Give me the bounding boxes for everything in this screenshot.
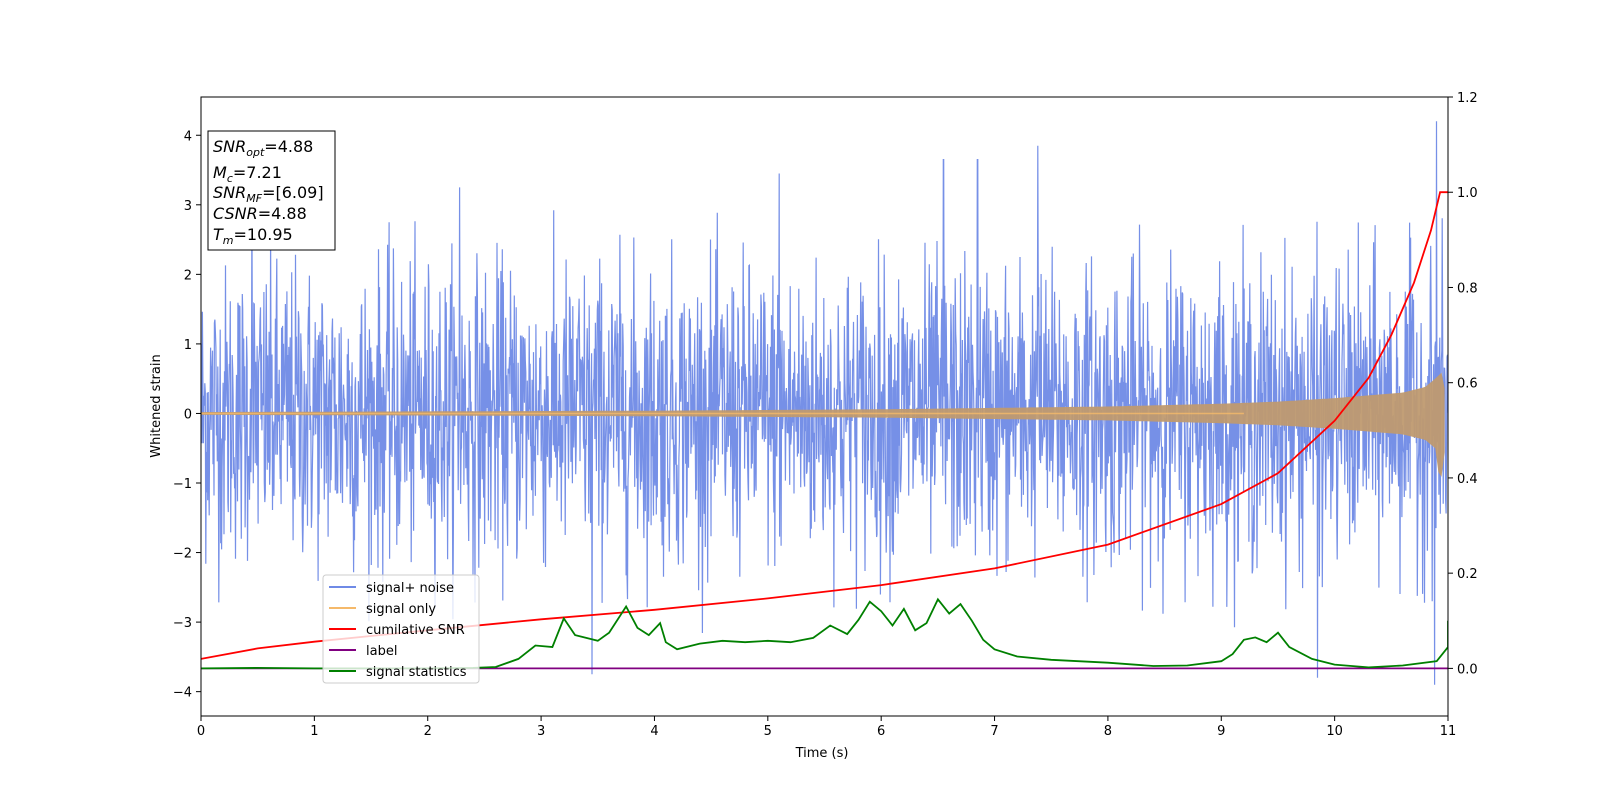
y2-tick-label: 1.2	[1457, 91, 1478, 106]
annotation-line: CSNR=4.88	[213, 204, 307, 223]
y-tick-label: −4	[173, 686, 192, 701]
y-tick-label: −1	[173, 477, 192, 492]
y-tick-label: 0	[184, 407, 192, 422]
y2-tick-label: 0.0	[1457, 662, 1478, 677]
signal-only-series	[201, 372, 1445, 477]
x-tick-label: 6	[877, 724, 885, 739]
x-tick-label: 9	[1217, 724, 1225, 739]
annotation-value: =4.88	[258, 204, 307, 223]
x-tick-label: 5	[764, 724, 772, 739]
legend-label: signal only	[366, 602, 436, 617]
signal-noise-series	[201, 121, 1448, 685]
signal-noise-line	[201, 121, 1448, 685]
y-axis-left: −4 −3 −2 −1 0 1 2 3 4	[173, 129, 201, 701]
y-axis-label: Whitened strain	[149, 354, 164, 457]
y-tick-label: 2	[184, 268, 192, 283]
x-tick-label: 1	[310, 724, 318, 739]
annotation-name: T	[213, 225, 224, 244]
annotation-line: SNRopt=4.88	[213, 137, 313, 159]
annotation-value: =[6.09]	[262, 183, 324, 202]
annotation-name: SNR	[213, 137, 246, 156]
x-tick-label: 2	[424, 724, 432, 739]
annotation-value: =4.88	[264, 137, 313, 156]
annotation-subscript: m	[223, 234, 234, 247]
y2-tick-label: 0.8	[1457, 281, 1478, 296]
annotation-value: =7.21	[233, 163, 282, 182]
y-axis-right: 0.0 0.2 0.4 0.6 0.8 1.0 1.2	[1448, 91, 1478, 677]
annotation-value: =10.95	[234, 225, 293, 244]
plot-area-frame	[200, 96, 1449, 717]
y-tick-label: 1	[184, 338, 192, 353]
annotation-subscript: opt	[246, 146, 265, 159]
y2-tick-label: 0.4	[1457, 472, 1478, 487]
annotation-line: Tm=10.95	[213, 225, 293, 247]
legend: signal+ noise signal only cumilative SNR la…	[322, 574, 480, 684]
legend-label: label	[366, 644, 397, 659]
annotation-line: Mc=7.21	[213, 163, 282, 185]
x-tick-label: 0	[197, 724, 205, 739]
series-line-signal-statistics	[201, 597, 1448, 670]
annotation-name: SNR	[213, 183, 246, 202]
annotation-name: M	[213, 163, 227, 182]
y2-tick-label: 0.2	[1457, 567, 1478, 582]
y2-tick-label: 0.6	[1457, 377, 1478, 392]
legend-label: signal+ noise	[366, 581, 454, 596]
x-axis-label: Time (s)	[795, 746, 849, 761]
legend-label: signal statistics	[366, 665, 467, 680]
legend-label: cumilative SNR	[366, 623, 465, 638]
annotation-name: CSNR	[213, 204, 258, 223]
annotation-subscript: MF	[246, 192, 262, 205]
x-tick-label: 8	[1104, 724, 1112, 739]
y-tick-label: 3	[184, 199, 192, 214]
y-tick-label: −3	[173, 616, 192, 631]
x-tick-label: 11	[1440, 724, 1457, 739]
x-tick-label: 4	[650, 724, 658, 739]
annotation-frame	[207, 130, 336, 251]
annotation-line: SNRMF=[6.09]	[213, 183, 324, 205]
legend-frame	[322, 574, 480, 684]
x-axis: 0 1 2 3 4 5 6 7 8 9 10 11	[197, 716, 1456, 739]
annotation-box: SNRopt=4.88Mc=7.21SNRMF=[6.09]CSNR=4.88T…	[207, 130, 336, 251]
annotation-subscript: c	[227, 172, 233, 185]
y2-tick-label: 1.0	[1457, 186, 1478, 201]
x-tick-label: 3	[537, 724, 545, 739]
y-tick-label: −2	[173, 547, 192, 562]
y-tick-label: 4	[184, 129, 192, 144]
x-tick-label: 10	[1326, 724, 1343, 739]
x-tick-label: 7	[990, 724, 998, 739]
